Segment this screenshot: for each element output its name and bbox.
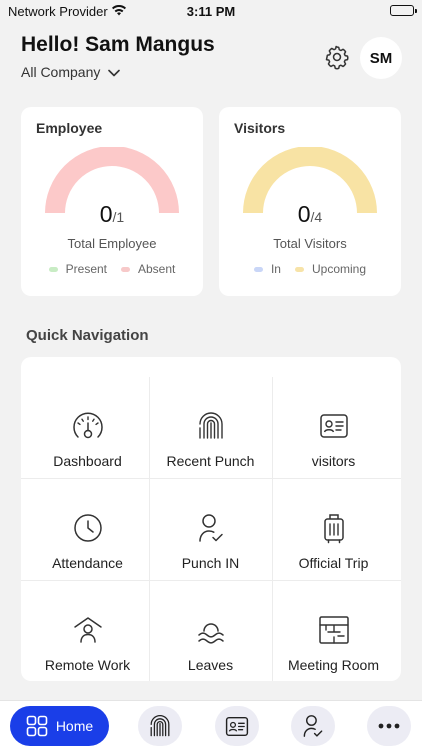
fingerprint-icon <box>150 714 170 737</box>
grid-divider <box>149 377 150 681</box>
carrier-name: Network Provider <box>8 4 108 19</box>
nav-remote-work[interactable]: Remote Work <box>26 577 149 679</box>
quick-navigation-grid: Dashboard Recent Punch visitors Attendan… <box>21 357 401 681</box>
luggage-icon <box>323 514 344 544</box>
visitors-card-title: Visitors <box>234 120 286 136</box>
grid-divider <box>272 377 273 681</box>
gear-icon[interactable] <box>324 44 350 70</box>
nav-dashboard[interactable]: Dashboard <box>26 373 149 475</box>
grid-divider <box>21 478 401 479</box>
grid-icon <box>26 715 48 737</box>
visitors-count: 0/4 <box>219 201 401 228</box>
employee-card-title: Employee <box>36 120 103 136</box>
clock-icon <box>73 514 102 542</box>
home-tab-label: Home <box>55 718 94 734</box>
fingerprint-icon <box>198 412 223 439</box>
avatar[interactable]: SM <box>360 37 402 79</box>
employee-gauge <box>45 147 179 214</box>
nav-attendance[interactable]: Attendance <box>26 475 149 577</box>
wifi-icon <box>111 4 127 19</box>
punch-tab-button[interactable] <box>138 706 182 746</box>
battery-icon <box>390 5 417 16</box>
employee-total-label: Total Employee <box>67 236 157 251</box>
more-tab-button[interactable] <box>367 706 411 746</box>
quick-navigation-title: Quick Navigation <box>26 327 149 344</box>
employee-card[interactable]: Employee 0/1 Total Employee Present Abse… <box>21 107 203 296</box>
id-card-icon <box>225 716 249 736</box>
employee-count-total: /1 <box>112 209 125 225</box>
nav-leaves[interactable]: Leaves <box>149 577 272 679</box>
nav-visitors[interactable]: visitors <box>272 373 395 475</box>
company-selector-label: All Company <box>21 64 101 80</box>
home-user-icon <box>73 617 102 643</box>
nav-visitors-label: visitors <box>311 453 356 469</box>
visitors-legend: In Upcoming <box>219 262 401 276</box>
user-check-icon <box>198 514 223 542</box>
bottom-navigation: Home <box>0 700 422 750</box>
employee-legend: Present Absent <box>21 262 203 276</box>
nav-remote-work-label: Remote Work <box>44 657 131 673</box>
visitors-count-value: 0 <box>297 201 311 227</box>
floor-plan-icon <box>318 616 349 644</box>
employee-count: 0/1 <box>21 201 203 228</box>
home-tab-button[interactable]: Home <box>10 706 109 746</box>
legend-item: Absent <box>121 262 175 276</box>
beach-icon <box>197 623 224 644</box>
visitors-total-label: Total Visitors <box>273 236 347 251</box>
nav-punch-in-label: Punch IN <box>181 555 240 571</box>
speedometer-icon <box>72 412 103 439</box>
profile-tab-button[interactable] <box>291 706 335 746</box>
nav-attendance-label: Attendance <box>52 555 123 571</box>
company-selector[interactable]: All Company <box>21 64 121 80</box>
id-card-icon <box>319 414 348 438</box>
visitors-card[interactable]: Visitors 0/4 Total Visitors In Upcoming <box>219 107 401 296</box>
nav-leaves-label: Leaves <box>187 657 234 673</box>
nav-official-trip[interactable]: Official Trip <box>272 475 395 577</box>
nav-recent-punch[interactable]: Recent Punch <box>149 373 272 475</box>
nav-dashboard-label: Dashboard <box>53 453 122 469</box>
chevron-down-icon <box>108 69 121 76</box>
legend-in-label: In <box>270 262 281 276</box>
nav-meeting-room-label: Meeting Room <box>287 657 380 673</box>
nav-punch-in[interactable]: Punch IN <box>149 475 272 577</box>
legend-item: Present <box>48 262 107 276</box>
status-bar: Network Provider 3:11 PM <box>0 0 422 22</box>
nav-recent-punch-label: Recent Punch <box>166 453 255 469</box>
user-check-icon <box>303 715 323 737</box>
legend-item: Upcoming <box>294 262 367 276</box>
legend-absent-label: Absent <box>138 262 176 276</box>
clock-time: 3:11 PM <box>186 4 236 19</box>
legend-upcoming-label: Upcoming <box>311 262 367 276</box>
employee-count-value: 0 <box>99 201 113 227</box>
visitors-tab-button[interactable] <box>215 706 259 746</box>
visitors-gauge <box>243 147 377 214</box>
grid-divider <box>21 580 401 581</box>
visitors-count-total: /4 <box>310 209 323 225</box>
more-icon <box>378 723 400 729</box>
nav-meeting-room[interactable]: Meeting Room <box>272 577 395 679</box>
nav-official-trip-label: Official Trip <box>298 555 369 571</box>
legend-present-label: Present <box>65 262 107 276</box>
greeting-title: Hello! Sam Mangus <box>21 33 215 56</box>
legend-item: In <box>253 262 281 276</box>
